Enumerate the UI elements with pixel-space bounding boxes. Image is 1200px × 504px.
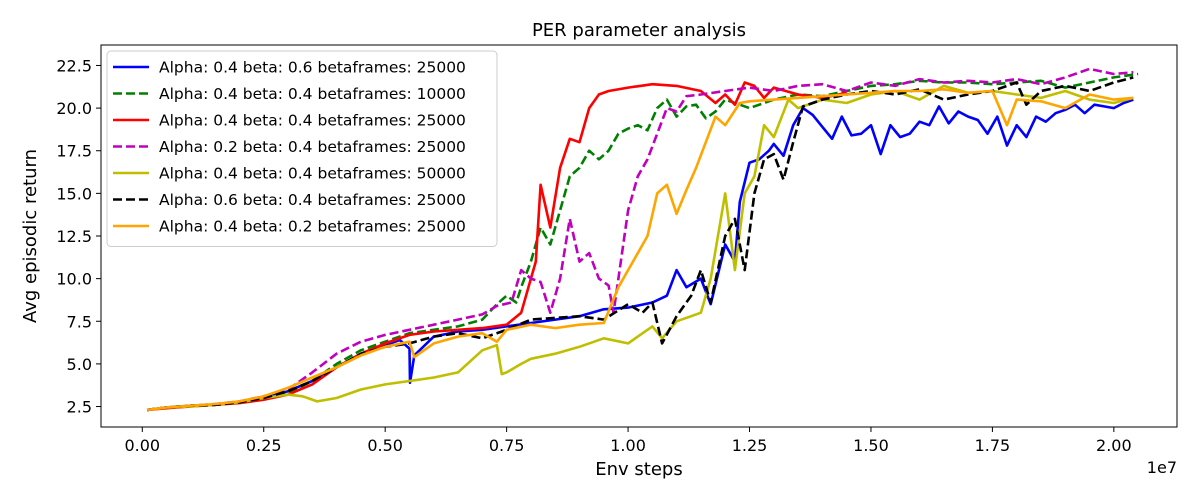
series-line-5 [146, 84, 1134, 412]
y-tick-label: 15.0 [56, 184, 92, 203]
series-line-1 [146, 98, 1134, 412]
series-line-3 [146, 81, 847, 412]
legend-label: Alpha: 0.4 beta: 0.4 betaframes: 50000 [159, 165, 466, 183]
legend-label: Alpha: 0.4 beta: 0.4 betaframes: 10000 [159, 85, 466, 103]
x-tick-label: 1.25 [732, 436, 768, 455]
x-tick-label: 2.00 [1096, 436, 1132, 455]
y-tick-label: 5.0 [67, 355, 92, 374]
x-axis-offset-label: 1e7 [1147, 458, 1177, 477]
y-axis-ticks: 2.5 5.0 7.5 10.0 12.5 15.0 17.5 20.0 22.5 [56, 56, 101, 417]
x-tick-label: 0.50 [367, 436, 403, 455]
series-line-2 [146, 72, 1139, 412]
y-axis-label: Avg episodic return [20, 149, 41, 323]
x-tick-label: 0.00 [124, 436, 160, 455]
plot-lines [146, 67, 1139, 412]
y-tick-label: 10.0 [56, 270, 92, 289]
x-tick-label: 1.75 [975, 436, 1011, 455]
legend-label: Alpha: 0.6 beta: 0.4 betaframes: 25000 [159, 191, 466, 209]
series-line-7 [146, 88, 1134, 412]
x-tick-label: 1.50 [853, 436, 889, 455]
legend-box [106, 50, 498, 247]
y-tick-label: 17.5 [56, 142, 92, 161]
legend-label: Alpha: 0.4 beta: 0.6 betaframes: 25000 [159, 59, 466, 77]
y-tick-label: 22.5 [56, 56, 92, 75]
x-axis-label: Env steps [595, 459, 682, 480]
legend-label: Alpha: 0.2 beta: 0.4 betaframes: 25000 [159, 138, 466, 156]
x-tick-label: 0.25 [246, 436, 282, 455]
y-tick-label: 7.5 [67, 312, 92, 331]
legend-label: Alpha: 0.4 beta: 0.2 betaframes: 25000 [159, 218, 466, 236]
y-tick-label: 2.5 [67, 398, 92, 417]
y-tick-label: 12.5 [56, 227, 92, 246]
x-axis-ticks: 0.00 0.25 0.50 0.75 1.00 1.25 1.50 1.75 2.00 [124, 427, 1132, 455]
chart-title: PER parameter analysis [532, 20, 746, 41]
x-tick-label: 0.75 [489, 436, 525, 455]
legend-label: Alpha: 0.4 beta: 0.4 betaframes: 25000 [159, 112, 466, 130]
legend: Alpha: 0.4 beta: 0.6 betaframes: 25000 Al… [106, 50, 498, 247]
y-tick-label: 20.0 [56, 99, 92, 118]
x-tick-label: 1.00 [610, 436, 646, 455]
